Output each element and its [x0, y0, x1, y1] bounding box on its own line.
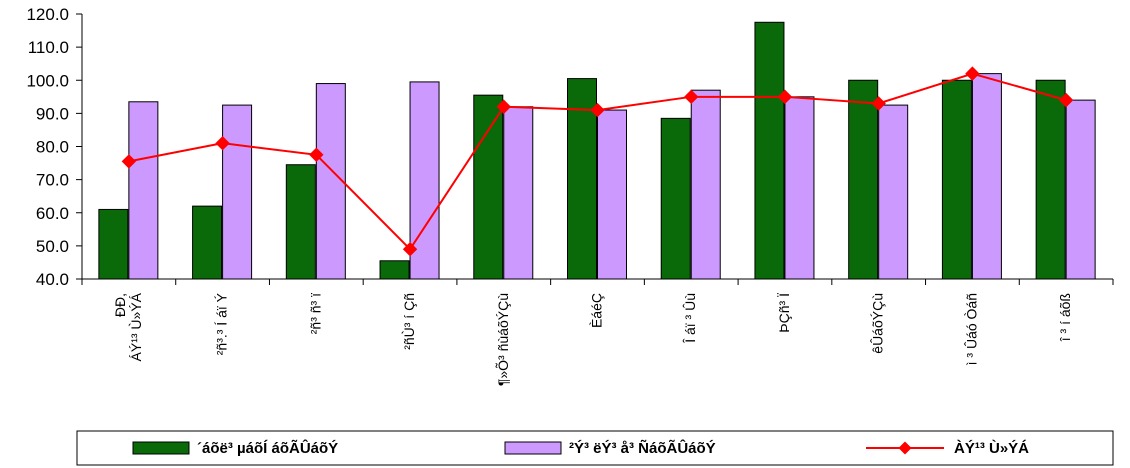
y-tick-label: 70.0 — [36, 171, 69, 190]
x-tick-label: ²ñ³.³ Í áï Ý — [214, 292, 230, 355]
x-category-label: Î áï ³ Ûù — [682, 293, 698, 344]
bar-series-1 — [473, 94, 504, 280]
x-category-label: ²ñ³.³ Í áï Ý — [214, 292, 230, 355]
line-point-marker — [215, 135, 230, 151]
bar-series-2 — [971, 73, 1002, 280]
x-tick-label: Î áï ³ Ûù — [682, 293, 698, 344]
x-tick-label: ¶»Õ³ ñùáõÝÇù — [495, 293, 511, 386]
x-category-label: ²ñÙ³ í Çñ — [401, 293, 417, 350]
line-point-marker — [402, 241, 418, 257]
y-tick-label: 60.0 — [36, 204, 69, 223]
legend-item: ÀÝ¹³ Ù»ÝÁ — [866, 439, 1029, 457]
legend-item: ²Ý³ ëÝ³ å³ ÑáõÃÛáõÝ — [504, 439, 716, 457]
bar-series-1 — [567, 78, 597, 280]
legend-item: ´áõë³ µáõÍ áõÃÛáõÝ — [132, 439, 338, 457]
bar-series-2 — [690, 89, 721, 280]
bar-series-1 — [941, 79, 972, 280]
x-category-label: ì ³ Ûáó Òáñ — [963, 293, 979, 365]
y-tick-label: 110.0 — [28, 38, 69, 57]
x-tick-label: ì ³ Ûáó Òáñ — [963, 293, 979, 365]
bar-series-1 — [848, 79, 879, 280]
legend-label: ÀÝ¹³ Ù»ÝÁ — [954, 439, 1029, 457]
y-tick-label: 120.0 — [26, 5, 69, 24]
bar-series-2 — [1065, 99, 1096, 280]
bars — [98, 21, 1096, 280]
x-category-label: ¶»Õ³ ñùáõÝÇù — [495, 293, 511, 386]
bar-series-1 — [660, 117, 691, 280]
x-tick-label: êÛáõÝÇù — [870, 293, 886, 354]
line-series — [121, 66, 1074, 257]
legend-swatch — [504, 441, 562, 455]
x-tick-label: ÞÇñ³ Ï — [776, 293, 792, 333]
x-tick-label: ²ñ³ ñ³ ï — [307, 293, 323, 334]
x-tick-label: ÈáéÇ — [589, 293, 605, 328]
legend-label: ²Ý³ ëÝ³ å³ ÑáõÃÛáõÝ — [569, 439, 716, 457]
bar-series-1 — [754, 21, 785, 280]
y-tick-label: 40.0 — [36, 270, 69, 289]
line-point-marker — [777, 89, 793, 105]
line-point-marker — [590, 102, 605, 118]
bar-series-2 — [503, 106, 534, 280]
y-tick-label: 90.0 — [36, 104, 69, 123]
x-category-label: ÈáéÇ — [589, 293, 605, 328]
x-category-label: î ³ í áõß — [1057, 293, 1073, 342]
x-category-label: ÐÐ, ÁÝ¹³ Ù»ÝÁ — [112, 292, 144, 361]
legend-swatch — [132, 441, 190, 455]
y-tick-label: 50.0 — [36, 237, 69, 256]
bar-series-1 — [1035, 79, 1066, 280]
line-point-marker — [965, 66, 980, 81]
bar-series-1 — [98, 208, 129, 280]
bar-series-2 — [784, 96, 815, 280]
bar-series-2 — [222, 104, 253, 280]
x-tick-label: ²ñÙ³ í Çñ — [401, 293, 417, 350]
x-category-label: ÞÇñ³ Ï — [776, 293, 792, 333]
bar-series-2 — [128, 101, 159, 280]
y-axis: 40.0 50.0 60.0 70.0 80.0 90.0 100.0 110.0 120.0 — [26, 5, 83, 289]
x-category-label: êÛáõÝÇù — [870, 293, 886, 354]
bar-series-2 — [315, 83, 346, 280]
x-axis: ÐÐ, ÁÝ¹³ Ù»ÝÁ ²ñ³.³ Í áï Ý ²ñ³ ñ³ ï ²ñÙ³ í Ç… — [81, 278, 1114, 386]
x-tick-label: ÐÐ, — [112, 293, 128, 317]
line-point-marker — [496, 99, 511, 114]
bar-series-1 — [285, 164, 316, 280]
x-tick-label: î ³ í áõß — [1057, 293, 1073, 342]
line-point-marker — [309, 147, 324, 162]
line-point-marker — [1058, 92, 1074, 108]
bar-series-2 — [878, 104, 909, 280]
y-tick-label: 100.0 — [26, 71, 69, 90]
line-point-marker — [121, 154, 137, 169]
line-point-marker — [871, 96, 886, 111]
y-tick-label: 80.0 — [36, 138, 69, 157]
legend: ´áõë³ µáõÍ áõÃÛáõÝ ²Ý³ ëÝ³ å³ ÑáõÃÛáõÝ ÀÝ¹… — [76, 430, 1114, 466]
line-point-marker — [684, 89, 699, 105]
x-tick-label: ÁÝ¹³ Ù»ÝÁ — [128, 292, 144, 361]
x-category-label: ²ñ³ ñ³ ï — [307, 293, 323, 334]
legend-label: ´áõë³ µáõÍ áõÃÛáõÝ — [197, 439, 338, 457]
bar-series-1 — [379, 260, 410, 280]
bar-series-2 — [597, 109, 627, 280]
legend-marker — [898, 441, 912, 455]
bar-series-2 — [409, 81, 440, 280]
bar-series-1 — [192, 205, 223, 280]
